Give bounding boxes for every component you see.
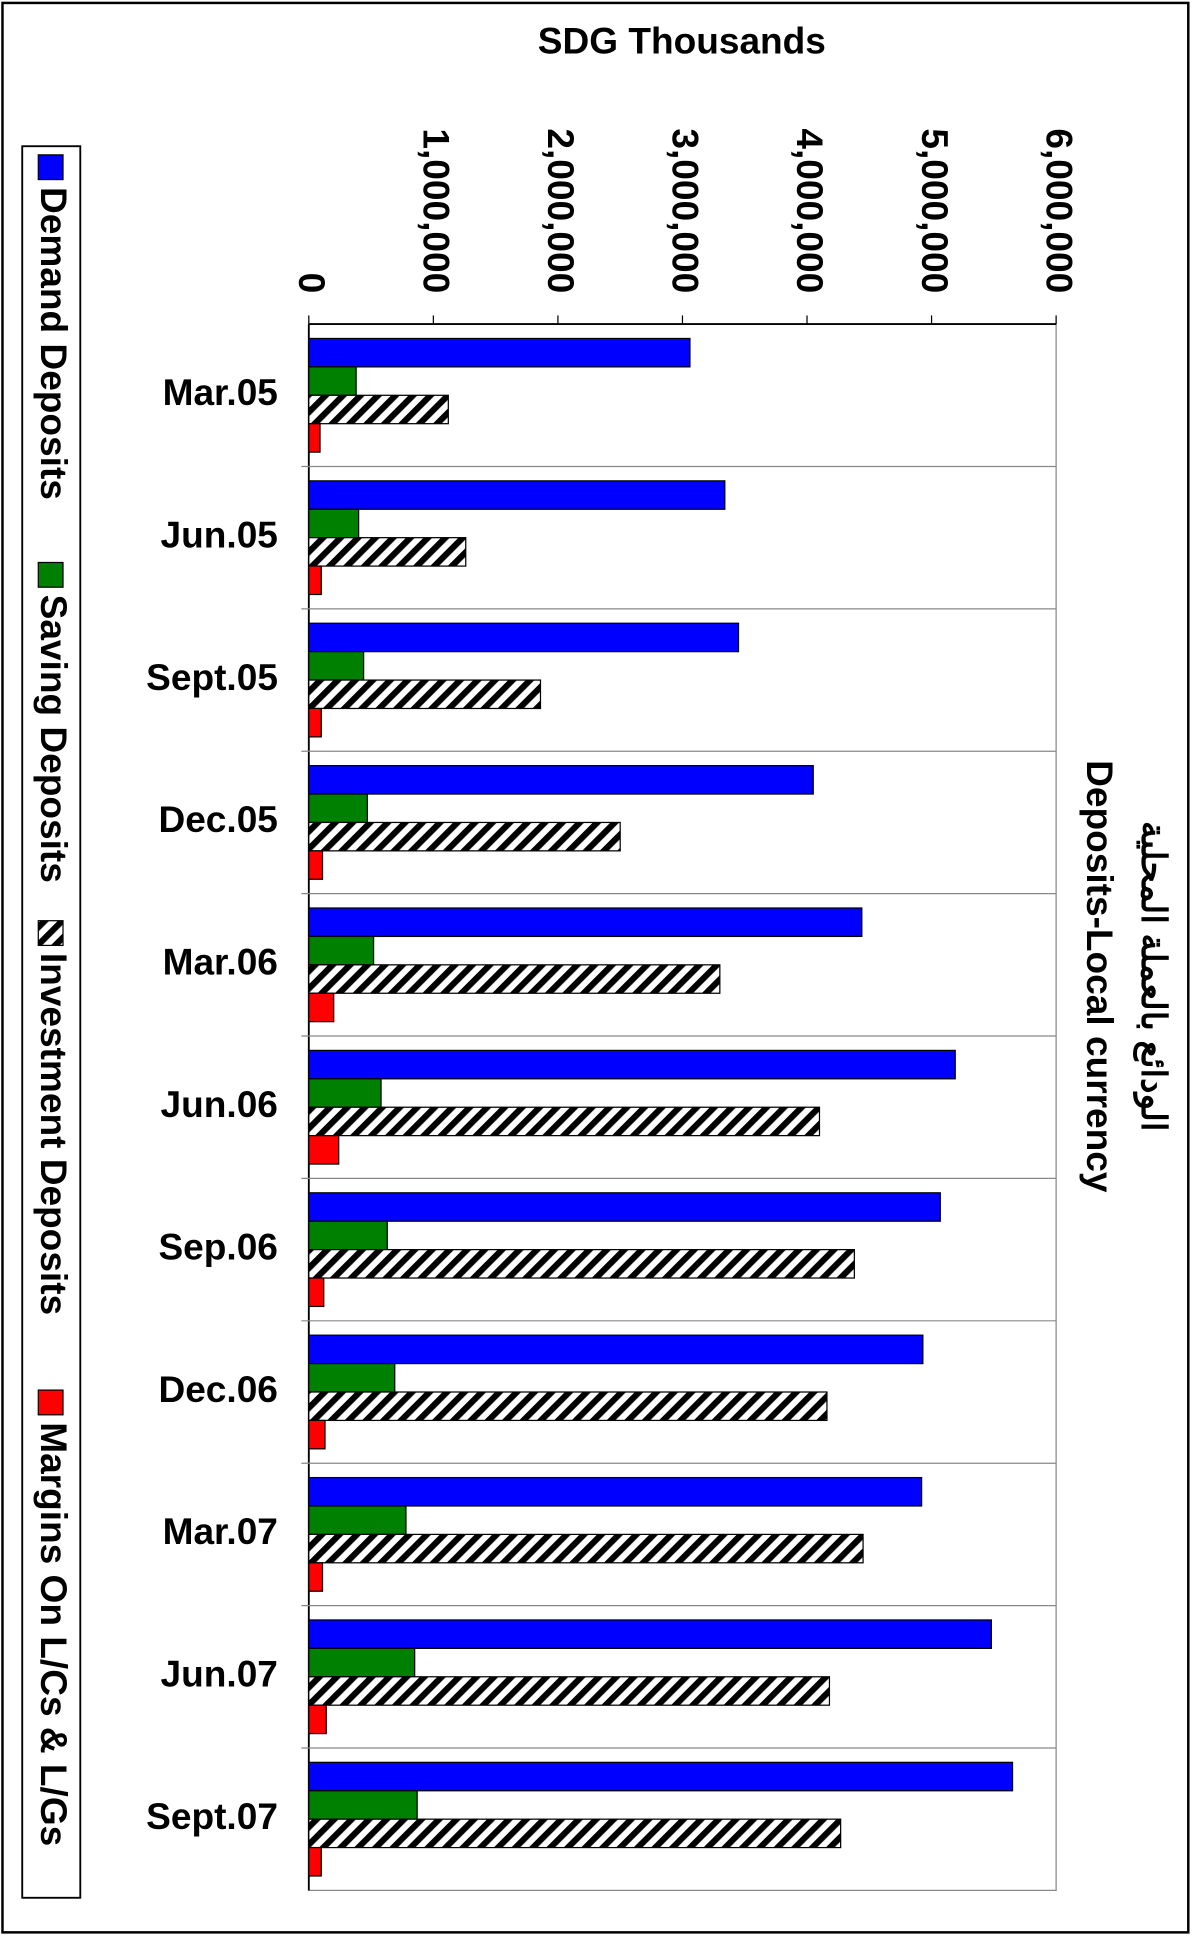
bar: [308, 1619, 992, 1649]
category-label: Sep.06: [158, 1225, 277, 1267]
legend-label: Margins On L/Cs & L/Gs: [33, 1422, 75, 1846]
bar: [308, 679, 542, 710]
bar: [308, 394, 449, 425]
bar: [308, 1049, 956, 1080]
bar: [308, 1192, 941, 1222]
bar: [308, 565, 322, 596]
bar: [308, 935, 375, 966]
bar: [308, 537, 467, 567]
bar: [308, 508, 360, 539]
bar: [308, 622, 740, 653]
category-label: Mar.07: [163, 1510, 278, 1552]
value-tick-label: 2,000,000: [540, 128, 582, 293]
bar: [308, 707, 322, 738]
bar: [308, 1846, 322, 1877]
bar: [308, 1391, 828, 1422]
value-tick-label: 5,000,000: [914, 128, 956, 293]
bar: [308, 964, 721, 994]
chart-subtitle: الودائع بالعملة المحلية: [1132, 821, 1172, 1131]
bar: [308, 651, 365, 681]
bar: [308, 1135, 340, 1165]
bar: [308, 1790, 418, 1820]
bar: [308, 337, 691, 368]
value-tick-label: 4,000,000: [789, 128, 831, 293]
bar: [308, 1334, 924, 1365]
bar: [308, 1562, 324, 1592]
legend-swatch: [37, 561, 64, 588]
bar: [308, 1248, 855, 1279]
bar: [308, 1419, 326, 1450]
legend-swatch: [37, 1389, 64, 1416]
legend-label: Investment Deposits: [33, 953, 75, 1315]
value-tick-label: 3,000,000: [665, 128, 707, 293]
category-label: Jun.06: [161, 1083, 278, 1125]
bar: [308, 1505, 407, 1536]
value-axis-label: SDG Thousands: [538, 19, 826, 61]
category-label: Jun.07: [161, 1653, 278, 1695]
legend-label: Saving Deposits: [33, 595, 75, 883]
legend-swatch: [37, 154, 64, 181]
legend-label: Demand Deposits: [33, 187, 75, 500]
bar: [308, 1362, 396, 1393]
category-label: Jun.05: [161, 513, 278, 555]
category-label: Dec.05: [158, 798, 277, 840]
bar: [308, 1818, 842, 1849]
category-label: Mar.06: [163, 941, 278, 983]
bar: [308, 1761, 1014, 1792]
bar: [308, 480, 726, 510]
bar: [308, 765, 814, 795]
category-label: Sept.07: [146, 1795, 278, 1837]
value-tick-label: 6,000,000: [1038, 128, 1080, 293]
bar: [308, 1647, 416, 1678]
category-label: Dec.06: [158, 1368, 277, 1410]
bar: [308, 1078, 382, 1108]
bar: [308, 907, 863, 938]
bar: [308, 850, 324, 880]
bar: [308, 1533, 864, 1564]
legend-box: [21, 145, 82, 1899]
bar: [308, 1676, 831, 1706]
bar: [308, 1106, 821, 1137]
bar: [308, 793, 368, 824]
bar: [308, 1704, 327, 1735]
bar: [308, 992, 335, 1023]
bar: [308, 366, 357, 396]
chart-title: Deposits-Local currency: [1079, 760, 1121, 1193]
bar: [308, 423, 321, 453]
bar: [308, 1220, 388, 1251]
legend-swatch: [37, 920, 64, 947]
bar: [308, 821, 621, 852]
category-label: Sept.05: [146, 656, 278, 698]
value-tick-label: 0: [291, 273, 333, 294]
bar: [308, 1277, 325, 1308]
bar: [308, 1476, 923, 1507]
value-tick-label: 1,000,000: [416, 128, 458, 293]
category-label: Mar.05: [163, 371, 278, 413]
